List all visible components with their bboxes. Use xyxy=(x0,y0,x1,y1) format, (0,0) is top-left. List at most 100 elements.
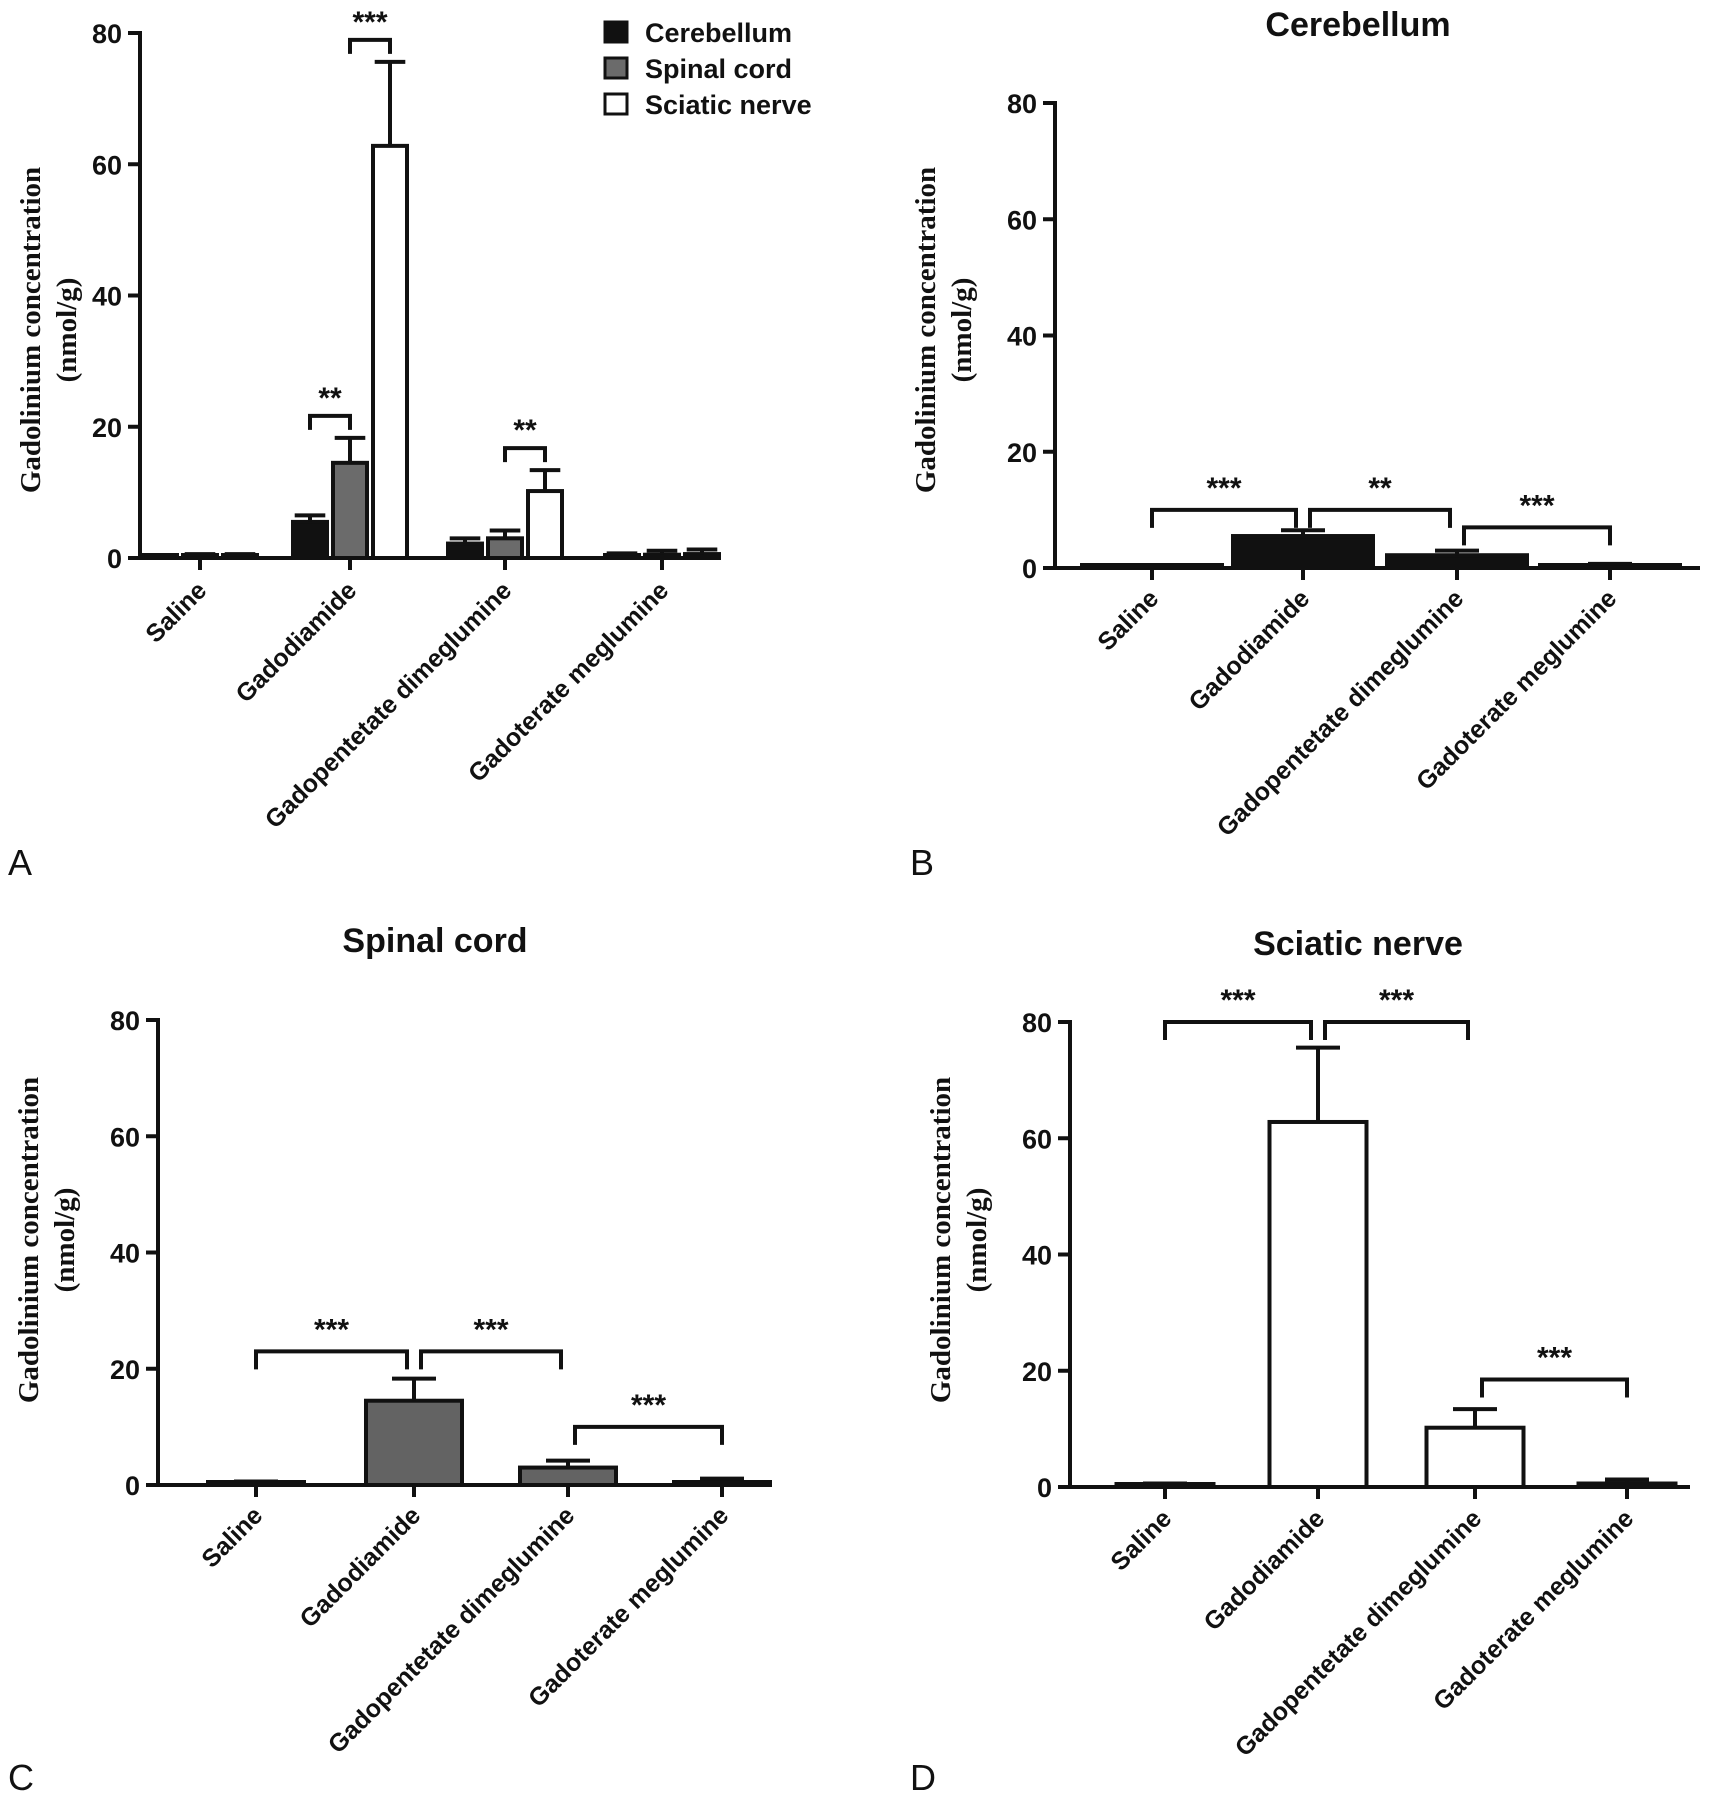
significance-label: *** xyxy=(1519,489,1554,522)
y-tick-label: 60 xyxy=(1022,1124,1052,1154)
y-tick-label: 40 xyxy=(92,282,122,312)
chart-panel-B: B Cerebellum Gadolinium concentration (nmol… xyxy=(910,6,1700,883)
legend-label: Cerebellum xyxy=(645,18,792,48)
y-tick-label: 0 xyxy=(125,1471,140,1501)
bar xyxy=(364,1398,464,1487)
panel-letter: D xyxy=(910,1757,936,1798)
y-tick-label: 40 xyxy=(110,1239,140,1269)
x-tick-label: Gadodiamide xyxy=(230,576,362,708)
y-tick-label: 20 xyxy=(92,413,122,443)
significance-bracket xyxy=(1462,525,1612,546)
y-axis-label: Gadolinium concentration (nmol/g) xyxy=(13,1077,81,1403)
chart-title: Cerebellum xyxy=(1265,6,1450,44)
y-tick-label: 80 xyxy=(92,19,122,49)
chart-panel-C: C Spinal cord Gadolinium concentration (nmo… xyxy=(8,922,772,1798)
chart-panel-D: D Sciatic nerve Gadolinium concentration (n… xyxy=(910,925,1690,1798)
bar xyxy=(603,553,641,560)
bar xyxy=(291,519,329,560)
x-tick-label: Gadodiamide xyxy=(1183,584,1315,716)
bar xyxy=(331,460,369,560)
x-tick-label: Gadopentetate dimeglumine xyxy=(1212,584,1470,842)
panel-letter: B xyxy=(910,842,934,883)
y-tick-label: 40 xyxy=(1007,322,1037,352)
y-tick-label: 60 xyxy=(92,150,122,180)
y-axis-label-line: (nmol/g) xyxy=(51,278,83,383)
significance-bracket xyxy=(308,413,352,430)
bar xyxy=(518,1465,618,1487)
legend-swatch xyxy=(603,20,629,44)
x-tick-label: Saline xyxy=(140,576,212,648)
significance-label: *** xyxy=(352,6,387,39)
bar xyxy=(371,143,409,560)
y-tick-label: 80 xyxy=(1022,1008,1052,1038)
y-tick-label: 0 xyxy=(1037,1473,1052,1503)
significance-bracket xyxy=(1150,507,1298,528)
y-axis-label-line: Gadolinium concentration xyxy=(15,167,47,493)
x-tick-label: Saline xyxy=(1105,1504,1177,1576)
bar xyxy=(526,489,564,560)
y-axis-label-line: Gadolinium concentration xyxy=(925,1077,957,1403)
x-tick-label: Gadopentetate dimeglumine xyxy=(323,1501,581,1759)
significance-label: ** xyxy=(318,382,342,415)
significance-bracket xyxy=(348,37,392,54)
legend-swatch xyxy=(603,92,629,116)
y-axis-label-line: (nmol/g) xyxy=(946,278,978,383)
x-tick-label: Saline xyxy=(196,1501,268,1573)
bar xyxy=(683,552,721,560)
significance-bracket xyxy=(1323,1020,1470,1040)
y-tick-label: 60 xyxy=(1007,205,1037,235)
chart-title: Sciatic nerve xyxy=(1253,925,1463,963)
x-tick-label: Gadodiamide xyxy=(1198,1504,1330,1636)
legend-label: Sciatic nerve xyxy=(645,90,812,120)
bar xyxy=(1576,1481,1678,1489)
y-tick-label: 0 xyxy=(1022,554,1037,584)
significance-bracket xyxy=(1480,1377,1629,1398)
legend-label: Spinal cord xyxy=(645,54,792,84)
y-axis-label-line: Gadolinium concentration xyxy=(910,167,942,493)
y-axis-label-line: Gadolinium concentration xyxy=(13,1077,45,1403)
legend-swatch xyxy=(603,56,629,80)
bar xyxy=(446,541,484,560)
y-axis-label-line: (nmol/g) xyxy=(961,1188,993,1293)
bar xyxy=(486,536,524,560)
significance-label: *** xyxy=(1379,984,1414,1017)
significance-label: ** xyxy=(1368,472,1392,505)
bar xyxy=(643,552,681,560)
significance-label: ** xyxy=(513,414,537,447)
significance-label: *** xyxy=(1537,1341,1572,1374)
y-tick-label: 20 xyxy=(110,1355,140,1385)
y-tick-label: 60 xyxy=(110,1122,140,1152)
significance-label: *** xyxy=(631,1389,666,1422)
y-tick-label: 20 xyxy=(1022,1357,1052,1387)
y-tick-label: 0 xyxy=(107,544,122,574)
bar xyxy=(1385,553,1529,571)
bar xyxy=(1424,1425,1526,1490)
y-axis-label-line: (nmol/g) xyxy=(49,1188,81,1293)
y-axis-label: Gadolinium concentration (nmol/g) xyxy=(925,1077,993,1403)
significance-bracket xyxy=(254,1349,409,1370)
y-tick-label: 80 xyxy=(110,1006,140,1036)
y-tick-label: 40 xyxy=(1022,1241,1052,1271)
significance-bracket xyxy=(419,1349,563,1370)
y-tick-label: 80 xyxy=(1007,89,1037,119)
bar xyxy=(672,1480,772,1487)
significance-label: *** xyxy=(314,1313,349,1346)
significance-label: *** xyxy=(1206,472,1241,505)
x-tick-label: Gadopentetate dimeglumine xyxy=(260,576,518,834)
chart-title: Spinal cord xyxy=(342,922,527,960)
y-axis-label: Gadolinium concentration (nmol/g) xyxy=(15,167,83,493)
significance-label: *** xyxy=(1220,984,1255,1017)
x-tick-label: Gadopentetate dimeglumine xyxy=(1230,1504,1488,1762)
significance-bracket xyxy=(1163,1020,1313,1040)
chart-panel-A: A Gadolinium concentration (nmol/g) 0 20 40 60… xyxy=(8,6,812,883)
y-tick-label: 20 xyxy=(1007,438,1037,468)
significance-bracket xyxy=(503,446,547,463)
bar xyxy=(1231,534,1375,570)
x-tick-label: Saline xyxy=(1092,584,1164,656)
bar xyxy=(1267,1119,1369,1489)
y-axis-label: Gadolinium concentration (nmol/g) xyxy=(910,167,978,493)
significance-bracket xyxy=(1308,507,1452,528)
significance-bracket xyxy=(573,1424,724,1445)
panel-letter: C xyxy=(8,1757,34,1798)
